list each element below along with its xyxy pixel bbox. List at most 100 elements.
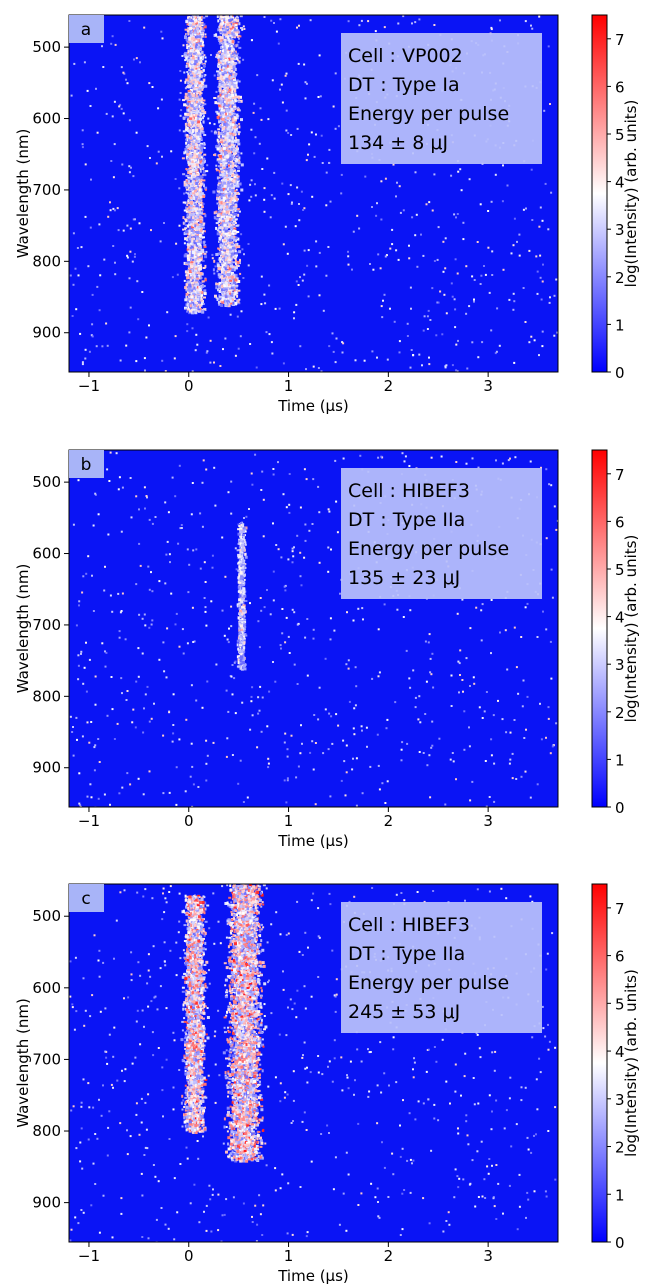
emission-pixel <box>193 260 196 263</box>
noise-pixel <box>252 111 255 114</box>
noise-pixel <box>495 350 498 353</box>
emission-pixel <box>189 98 192 101</box>
emission-pixel <box>196 292 200 295</box>
emission-pixel <box>227 235 230 239</box>
noise-pixel <box>150 229 152 232</box>
emission-pixel <box>203 78 206 82</box>
emission-pixel <box>189 194 193 198</box>
emission-pixel <box>188 199 191 203</box>
emission-pixel <box>187 141 191 145</box>
noise-pixel <box>110 42 113 45</box>
emission-pixel <box>187 200 190 203</box>
noise-pixel <box>282 362 285 365</box>
emission-pixel <box>193 66 196 70</box>
emission-pixel <box>187 47 190 51</box>
noise-pixel <box>81 146 84 149</box>
emission-pixel <box>198 202 200 206</box>
noise-pixel <box>91 335 94 338</box>
emission-pixel <box>192 114 195 117</box>
emission-pixel <box>195 146 199 149</box>
emission-pixel <box>191 16 194 19</box>
emission-pixel <box>183 279 186 282</box>
emission-pixel <box>217 140 220 144</box>
emission-pixel <box>185 292 189 296</box>
noise-pixel <box>71 315 74 317</box>
emission-pixel <box>200 309 204 313</box>
emission-pixel <box>196 237 200 241</box>
emission-pixel <box>190 258 192 262</box>
noise-pixel <box>328 162 331 164</box>
emission-pixel <box>198 267 201 270</box>
emission-pixel <box>199 106 203 110</box>
noise-pixel <box>303 273 306 276</box>
emission-pixel <box>188 37 192 41</box>
emission-pixel <box>196 97 198 100</box>
noise-pixel <box>179 92 182 94</box>
emission-pixel <box>197 260 200 264</box>
emission-pixel <box>189 88 193 91</box>
noise-pixel <box>81 129 84 132</box>
emission-pixel <box>202 182 205 185</box>
emission-pixel <box>223 57 227 59</box>
emission-pixel <box>187 50 190 53</box>
noise-pixel <box>99 274 102 277</box>
emission-pixel <box>185 78 189 82</box>
emission-pixel <box>189 106 192 109</box>
emission-pixel <box>193 164 196 168</box>
noise-pixel <box>334 72 337 75</box>
emission-pixel <box>200 293 204 297</box>
emission-pixel <box>192 145 195 148</box>
noise-pixel <box>473 300 475 303</box>
emission-pixel <box>188 84 191 87</box>
emission-pixel <box>189 279 192 282</box>
emission-pixel <box>193 79 197 83</box>
noise-pixel <box>416 265 419 268</box>
noise-pixel <box>296 186 299 189</box>
emission-pixel <box>188 217 191 220</box>
emission-pixel <box>188 223 191 227</box>
noise-pixel <box>334 361 337 364</box>
emission-pixel <box>195 195 198 198</box>
emission-pixel <box>190 20 194 23</box>
emission-pixel <box>189 230 192 234</box>
emission-pixel <box>197 253 201 257</box>
emission-pixel <box>201 105 204 108</box>
noise-pixel <box>70 94 73 97</box>
noise-pixel <box>178 129 181 132</box>
noise-pixel <box>296 127 299 130</box>
emission-pixel <box>192 307 196 311</box>
emission-pixel <box>197 101 200 104</box>
emission-pixel <box>191 182 194 186</box>
emission-pixel <box>183 209 187 212</box>
noise-pixel <box>376 202 378 205</box>
noise-pixel <box>444 237 447 240</box>
noise-pixel <box>383 26 386 29</box>
noise-pixel <box>128 277 131 280</box>
emission-pixel <box>190 100 194 103</box>
noise-pixel <box>383 293 386 296</box>
noise-pixel <box>524 20 527 23</box>
emission-pixel <box>187 244 191 247</box>
noise-pixel <box>530 24 532 27</box>
emission-pixel <box>187 286 191 290</box>
noise-pixel <box>498 344 501 347</box>
emission-pixel <box>188 53 192 56</box>
noise-pixel <box>544 182 547 185</box>
emission-pixel <box>191 117 194 121</box>
emission-pixel <box>195 18 198 22</box>
emission-pixel <box>184 227 188 230</box>
noise-pixel <box>236 315 239 318</box>
emission-pixel <box>226 223 229 226</box>
emission-pixel <box>191 64 194 68</box>
emission-pixel <box>188 32 192 35</box>
emission-pixel <box>193 125 197 129</box>
emission-pixel <box>188 46 192 50</box>
emission-pixel <box>192 25 196 28</box>
emission-pixel <box>190 74 194 77</box>
emission-pixel <box>195 273 198 277</box>
emission-pixel <box>191 250 195 253</box>
emission-pixel <box>193 178 196 181</box>
noise-pixel <box>512 292 515 295</box>
emission-pixel <box>188 56 191 59</box>
emission-pixel <box>199 244 202 248</box>
